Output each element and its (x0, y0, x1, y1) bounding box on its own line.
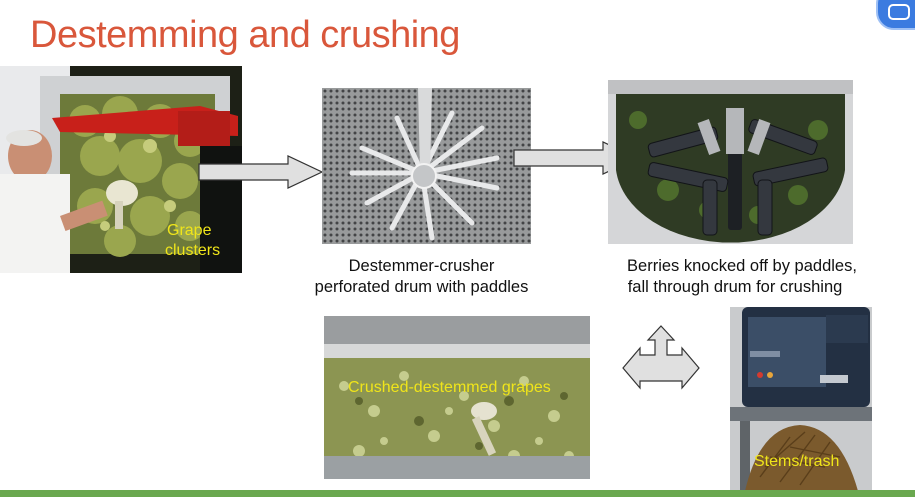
slide-title: Destemming and crushing (30, 14, 460, 56)
destemmer-caption-line1: Destemmer-crusher (348, 257, 495, 275)
four-way-arrow-icon (622, 325, 700, 390)
crushed-grapes-photo: Crushed-destemmed grapes (324, 316, 590, 479)
berries-caption-line1: Berries knocked off by paddles, (627, 257, 857, 275)
berries-caption-line2: fall through drum for crushing (627, 278, 843, 296)
grape-clusters-photo: Grape clusters (0, 66, 242, 273)
paddles-photo (608, 80, 853, 244)
stems-trash-photo: Stems/trash (730, 307, 872, 491)
presentation-control-icon[interactable] (876, 0, 915, 30)
grape-label-line2: clusters (165, 242, 221, 259)
crushed-grapes-label: Crushed-destemmed grapes (348, 379, 551, 396)
arrow-right-icon (198, 155, 324, 189)
stems-trash-label: Stems/trash (754, 453, 840, 470)
destemmer-drum-photo (322, 88, 531, 244)
grape-label-line1: Grape (167, 222, 212, 239)
destemmer-caption-line2: perforated drum with paddles (314, 278, 529, 296)
footer-bar (0, 490, 915, 497)
